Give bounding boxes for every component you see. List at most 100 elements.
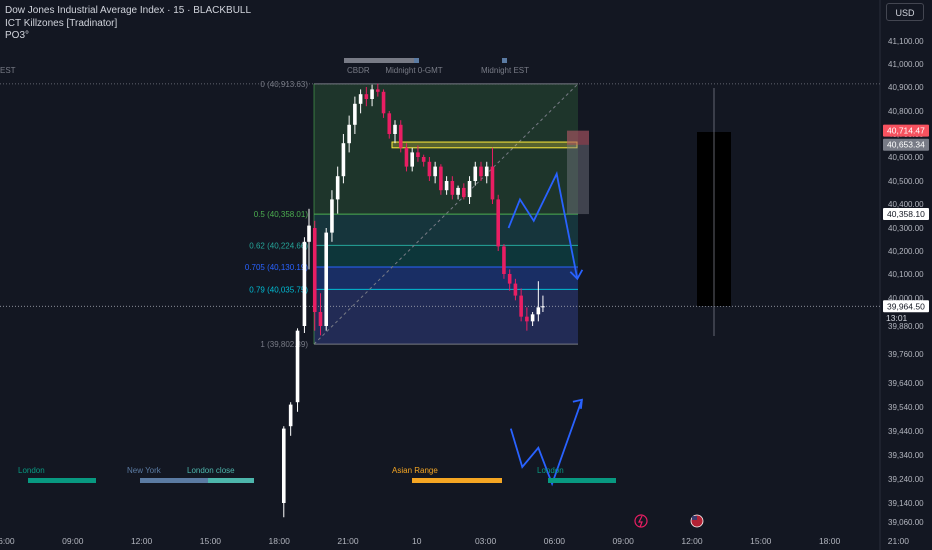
candle-body (456, 187, 460, 195)
fib-level-label: 0.705 (40,130.19) (245, 263, 308, 272)
indicator-po3: PO3° (5, 30, 30, 41)
y-tick-label: 39,240.00 (888, 475, 924, 484)
session-bar (140, 478, 208, 483)
y-tick-label: 39,540.00 (888, 403, 924, 412)
candle-body (330, 199, 334, 233)
session-bar (548, 478, 616, 483)
candle-body (404, 147, 409, 167)
candle-body (324, 232, 329, 326)
candle-body (347, 124, 351, 144)
candle-body (393, 124, 397, 134)
y-tick-label: 39,340.00 (888, 451, 924, 460)
y-tick-label: 40,000.00 (888, 294, 924, 303)
y-tick-label: 41,100.00 (888, 37, 924, 46)
session-label: London close (187, 466, 235, 475)
candle-body (467, 181, 472, 198)
forecast-path (507, 170, 579, 279)
candle-body (398, 124, 403, 148)
candle-body (541, 306, 545, 308)
candle-body (525, 316, 529, 322)
candle-body (376, 89, 380, 92)
session-bar (28, 478, 96, 483)
candle-body (353, 103, 357, 125)
candle-body (502, 246, 506, 274)
y-tick-label: 39,140.00 (888, 499, 924, 508)
fib-level-label: 1 (39,802.39) (260, 340, 308, 349)
y-tick-label: 41,000.00 (888, 60, 924, 69)
symbol-title: Dow Jones Industrial Average Index · 15 … (5, 5, 252, 16)
forecast-arrowhead (569, 269, 584, 281)
currency-button[interactable]: USD (886, 3, 924, 21)
candle-body (439, 166, 443, 191)
x-tick-label: 09:00 (62, 536, 84, 546)
price-label-bg (883, 208, 929, 221)
candle-body (312, 228, 317, 312)
price-label: 39,964.50 (887, 301, 925, 311)
x-tick-label: 06:00 (544, 536, 566, 546)
fib-level-label: 0 (40,913.63) (260, 80, 308, 89)
session-bar (412, 478, 502, 483)
lightning-event-icon (634, 514, 648, 528)
gap-box-top (567, 130, 589, 145)
midnight-est-marker (502, 58, 507, 63)
y-tick-label: 39,760.00 (888, 350, 924, 359)
price-label: 40,714.47 (887, 126, 925, 136)
x-tick-label: 18:00 (819, 536, 841, 546)
x-tick-label: 12:00 (131, 536, 153, 546)
candle-body (427, 161, 432, 177)
y-tick-label: 39,640.00 (888, 379, 924, 388)
y-tick-label: 40,800.00 (888, 107, 924, 116)
candle-body (536, 307, 541, 315)
candle-body (410, 152, 415, 167)
candle-body (519, 295, 523, 317)
x-tick-label: 10 (412, 536, 422, 546)
gap-box (567, 130, 589, 215)
candle-body (496, 199, 501, 247)
x-tick-label: 21:00 (337, 536, 359, 546)
candle-body (318, 312, 323, 326)
marker-label: Midnight 0-GMT (385, 66, 442, 75)
candle-body (307, 225, 311, 242)
fib-level-label: 0.62 (40,224.66) (249, 241, 308, 250)
x-tick-label: 15:00 (750, 536, 772, 546)
candle-body (484, 166, 489, 177)
candle-body (358, 94, 363, 104)
y-tick-label: 40,500.00 (888, 177, 924, 186)
candle-body (513, 283, 518, 296)
price-label: 40,358.10 (887, 209, 925, 219)
x-tick-label: 15:00 (200, 536, 222, 546)
y-tick-label: 40,300.00 (888, 224, 924, 233)
cbdr-bar (344, 58, 416, 63)
y-tick-label: 39,880.00 (888, 322, 924, 331)
midnight-gmt-marker (414, 58, 419, 63)
fib-level-label: 0.79 (40,035.75) (249, 285, 308, 294)
x-tick-label: 09:00 (613, 536, 635, 546)
candle-body (507, 274, 512, 284)
marker-label: EST (0, 66, 16, 75)
candle-body (479, 166, 483, 177)
x-tick-label: 18:00 (269, 536, 291, 546)
fib-zone (314, 214, 578, 246)
candle-body (530, 314, 535, 322)
y-tick-label: 40,900.00 (888, 83, 924, 92)
price-label: 40,653.34 (887, 140, 925, 150)
marker-label: CBDR (347, 66, 370, 75)
price-label-bg (883, 300, 929, 313)
session-label: New York (127, 466, 162, 475)
y-tick-label: 40,100.00 (888, 270, 924, 279)
candle-body (370, 89, 374, 99)
y-tick-label: 39,060.00 (888, 518, 924, 527)
session-label: London (537, 466, 564, 475)
candle-body (288, 404, 293, 427)
price-label-bg (883, 124, 929, 137)
candle-body (295, 330, 300, 403)
forecast-arrowhead (572, 398, 583, 409)
indicator-killzones: ICT Killzones [Tradinator] (5, 18, 118, 29)
fib-zone (314, 267, 578, 290)
countdown-label: 13:01 (886, 313, 908, 323)
candle-body (387, 113, 392, 134)
candle-body (302, 241, 307, 326)
lightning-bolt-icon (638, 515, 643, 528)
us-flag-canton (692, 516, 697, 520)
